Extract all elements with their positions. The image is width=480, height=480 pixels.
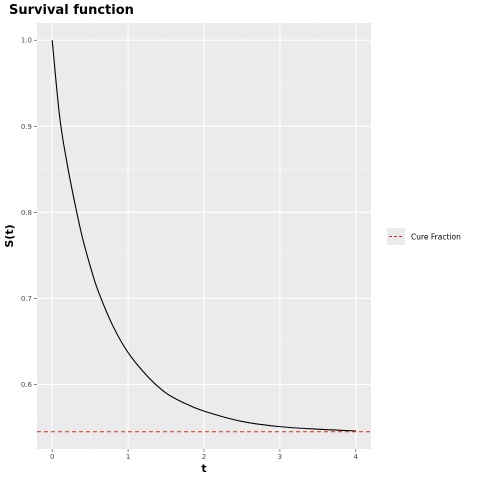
- x-tick-label: 0: [50, 453, 54, 461]
- x-tick-label: 1: [126, 453, 130, 461]
- x-axis-ticks: 0 1 2 3 4: [50, 449, 359, 461]
- series-layer: [51, 40, 356, 432]
- y-tick-label: 0.8: [21, 209, 32, 217]
- y-tick-label: 0.6: [21, 381, 33, 389]
- y-axis-title: S(t): [3, 224, 16, 247]
- chart-title: Survival function: [9, 3, 134, 18]
- x-tick-label: 3: [278, 453, 282, 461]
- y-tick-label: 1.0: [21, 37, 32, 45]
- y-tick-label: 0.7: [21, 295, 32, 303]
- survival-curve: [51, 40, 356, 432]
- y-tick-label: 0.9: [21, 123, 32, 131]
- x-axis-title: t: [201, 462, 206, 475]
- legend-label: Cure Fraction: [411, 233, 461, 242]
- x-tick-label: 4: [354, 453, 359, 461]
- y-axis-ticks: 0.6 0.7 0.8 0.9 1.0: [21, 37, 37, 389]
- x-tick-label: 2: [202, 453, 206, 461]
- legend: Cure Fraction: [387, 228, 461, 245]
- major-gridlines: [37, 23, 371, 449]
